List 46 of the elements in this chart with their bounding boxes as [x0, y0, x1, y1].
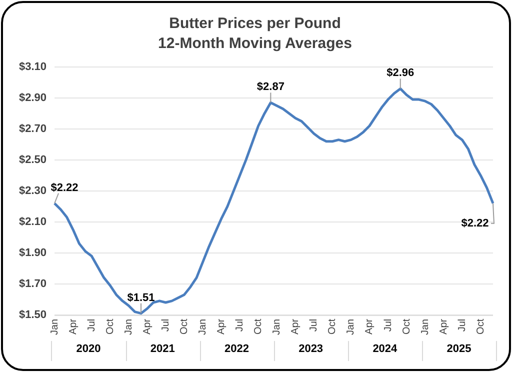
text: 2022	[224, 343, 249, 356]
x-tick-label: Oct	[178, 318, 190, 334]
text: 2021	[150, 343, 175, 356]
chart-subtitle: 12-Month Moving Averages	[158, 35, 352, 52]
y-tick-label: $1.50	[18, 308, 47, 321]
x-tick-label: Apr	[438, 318, 450, 334]
y-tick-label: $1.70	[18, 278, 47, 290]
x-tick-label: Oct	[475, 318, 486, 334]
x-tick-label: Apr	[142, 318, 153, 334]
x-tick-label: Jul	[160, 318, 172, 332]
x-tick-label: Jul	[382, 318, 394, 332]
x-tick-label: Jan	[49, 318, 60, 335]
x-tick-label: Apr	[216, 318, 228, 334]
x-tick-label: Apr	[290, 318, 302, 334]
y-tick-label: $2.50	[18, 154, 47, 166]
text: 2024	[372, 343, 398, 356]
x-tick-label: Jul	[234, 318, 246, 332]
x-tick-label: Jul	[456, 318, 468, 332]
x-tick-label: Apr	[364, 318, 376, 334]
x-tick-label: Oct	[327, 318, 338, 334]
x-tick-label: Jan	[346, 318, 357, 335]
x-tick-label: Oct	[401, 318, 412, 334]
y-tick-label: $2.30	[18, 184, 47, 197]
y-tick-label: $2.70	[18, 123, 47, 135]
chart-title: Butter Prices per Pound	[169, 15, 341, 32]
text: 2020	[76, 343, 101, 356]
y-tick-label: $2.90	[18, 92, 47, 104]
text: 2023	[298, 343, 324, 356]
data-label: $1.51	[127, 292, 155, 304]
x-tick-label: Oct	[104, 318, 116, 334]
y-tick-label: $2.10	[18, 216, 47, 228]
y-tick-label: $3.10	[18, 61, 47, 74]
x-tick-label: Jul	[308, 318, 320, 332]
x-tick-label: Jan	[197, 318, 208, 335]
data-label: $2.87	[256, 81, 284, 94]
x-tick-label: Apr	[68, 318, 79, 334]
y-tick-label: $1.90	[18, 246, 47, 259]
x-tick-label: Jan	[123, 318, 134, 335]
x-tick-label: Oct	[253, 318, 264, 334]
x-tick-label: Jan	[272, 318, 283, 335]
x-tick-label: Jul	[86, 318, 98, 332]
data-label: $2.22	[461, 217, 489, 230]
text: 2025	[446, 343, 472, 356]
data-label: $2.96	[386, 67, 414, 80]
data-label: $2.22	[50, 182, 78, 194]
x-tick-label: Jan	[420, 318, 431, 335]
